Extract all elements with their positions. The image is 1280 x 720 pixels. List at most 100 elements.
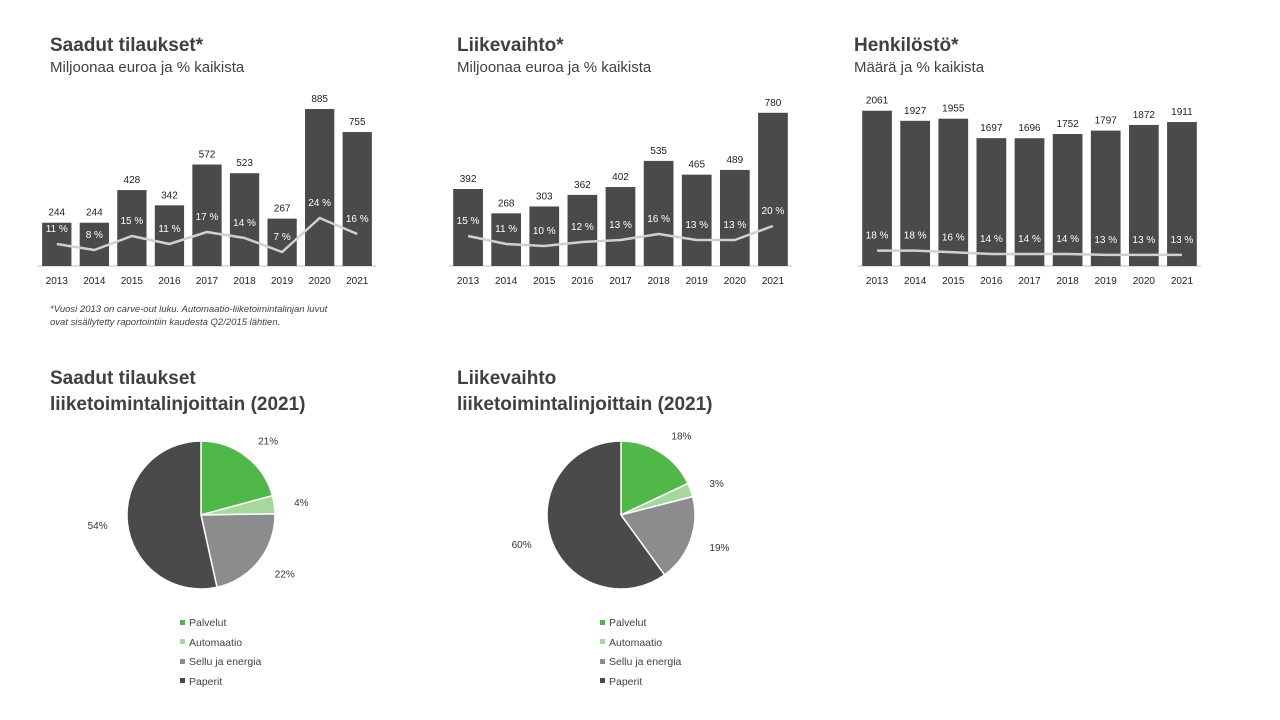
percentage-series-line	[467, 224, 774, 248]
pie-slice-label: 21%	[258, 436, 278, 447]
legend-item: Paperit	[180, 673, 261, 693]
bar	[453, 189, 483, 266]
bar	[938, 118, 969, 266]
revenue-chart-subtitle: Miljoonaa euroa ja % kaikista	[457, 59, 652, 76]
percentage-series-line	[877, 249, 1182, 257]
legend-item: Paperit	[600, 673, 681, 693]
percentage-label: 14 %	[1056, 234, 1079, 245]
personnel-chart-panel: Henkilöstö* Määrä ja % kaikista	[854, 33, 1194, 77]
legend-item: Palvelut	[600, 614, 681, 634]
legend-item: Automaatio	[180, 634, 261, 654]
bar-value-label: 244	[86, 208, 103, 219]
percentage-label: 13 %	[1094, 235, 1117, 246]
pie-slice	[620, 440, 689, 517]
orders-chart-title: Saadut tilaukset*	[50, 35, 204, 56]
bar	[976, 138, 1007, 266]
pie-slice-label: 54%	[88, 521, 108, 532]
bar-value-label: 268	[498, 198, 515, 209]
footnote: *Vuosi 2013 on carve-out luku. Automaati…	[50, 303, 390, 329]
bar-value-label: 1696	[1018, 123, 1041, 134]
bar	[1052, 134, 1083, 266]
x-tick-label: 2017	[609, 276, 632, 287]
percentage-series-line	[56, 216, 358, 254]
x-tick-label: 2017	[196, 276, 219, 287]
legend-label: Sellu ja energia	[189, 656, 262, 668]
x-tick-label: 2014	[495, 276, 518, 287]
pie-slice	[546, 440, 666, 590]
percentage-label: 15 %	[457, 216, 480, 227]
percentage-label: 18 %	[904, 231, 927, 242]
personnel-chart-subtitle: Määrä ja % kaikista	[854, 59, 985, 76]
bar	[643, 160, 674, 266]
x-tick-label: 2019	[1095, 276, 1118, 287]
legend-item: Automaatio	[600, 634, 681, 654]
bar-value-label: 303	[536, 191, 553, 202]
legend-label: Palvelut	[189, 617, 227, 629]
x-tick-label: 2019	[271, 276, 294, 287]
x-tick-label: 2021	[1171, 276, 1194, 287]
legend-label: Sellu ja energia	[609, 656, 682, 668]
pie-slice	[126, 440, 218, 590]
bar	[719, 169, 750, 266]
orders-pie-title-line-1: Saadut tilaukset	[50, 368, 196, 389]
bar	[567, 194, 598, 266]
percentage-label: 24 %	[308, 198, 331, 209]
percentage-label: 16 %	[942, 232, 965, 243]
percentage-label: 13 %	[1132, 235, 1155, 246]
bar	[862, 110, 892, 266]
revenue-pie-legend: Palvelut Automaatio Sellu ja energia Paperi…	[600, 614, 681, 692]
personnel-chart-title: Henkilöstö*	[854, 35, 959, 56]
x-tick-label: 2013	[866, 276, 889, 287]
percentage-label: 11 %	[46, 224, 68, 235]
bar	[79, 222, 109, 266]
pie-slice-label: 18%	[671, 432, 691, 443]
percentage-label: 7 %	[273, 232, 290, 243]
percentage-label: 20 %	[762, 206, 785, 217]
pie-slice	[200, 513, 276, 589]
bar-value-label: 1752	[1056, 119, 1079, 130]
personnel-bar-chart: 2061 2013 1927 2014 1955 2015 1697 2016 1696 2017…	[858, 96, 1201, 287]
bar	[154, 205, 185, 266]
pie-slice-label: 4%	[294, 498, 309, 509]
bar	[529, 206, 560, 266]
bar	[192, 164, 222, 266]
legend-item: Sellu ja energia	[180, 653, 261, 673]
orders-pie-title-line-2: liiketoimintalinjoittain (2021)	[50, 394, 306, 415]
legend-swatch	[180, 678, 185, 684]
x-tick-label: 2014	[904, 276, 927, 287]
legend-swatch	[180, 619, 185, 625]
x-tick-label: 2014	[83, 276, 106, 287]
legend-label: Paperit	[609, 675, 643, 688]
bar-value-label: 428	[124, 175, 141, 186]
percentage-label: 11 %	[158, 224, 180, 235]
bar	[229, 173, 260, 266]
percentage-label: 17 %	[196, 212, 219, 223]
pie-slice-label: 60%	[512, 540, 532, 551]
bar-value-label: 362	[574, 180, 591, 191]
bar	[1090, 130, 1121, 266]
pie-slice-label: 22%	[275, 569, 295, 580]
bar-value-label: 244	[48, 208, 65, 219]
orders-pie-chart: 21% 4% 22% 54%	[88, 436, 309, 590]
bar-value-label: 1911	[1171, 107, 1193, 118]
orders-pie-panel: Saadut tilaukset liiketoimintalinjoittai…	[50, 366, 410, 418]
x-tick-label: 2018	[647, 276, 670, 287]
orders-pie-legend: Palvelut Automaatio Sellu ja energia Paperi…	[180, 614, 261, 692]
x-tick-label: 2020	[309, 276, 332, 287]
legend-swatch	[600, 619, 605, 625]
bar	[681, 174, 712, 266]
revenue-pie-title-line-2: liiketoimintalinjoittain (2021)	[457, 394, 713, 415]
pie-slice	[619, 495, 696, 576]
percentage-label: 12 %	[571, 222, 594, 233]
bar-value-label: 392	[460, 174, 477, 185]
bar	[342, 132, 372, 266]
pie-slice-label: 3%	[709, 479, 724, 490]
x-tick-label: 2017	[1018, 276, 1041, 287]
legend-swatch	[180, 658, 185, 664]
bar	[491, 213, 522, 266]
percentage-label: 18 %	[866, 231, 889, 242]
percentage-label: 13 %	[723, 220, 746, 231]
bar-value-label: 885	[311, 94, 328, 105]
bar-value-label: 780	[765, 98, 782, 109]
bar-value-label: 1927	[904, 106, 927, 117]
